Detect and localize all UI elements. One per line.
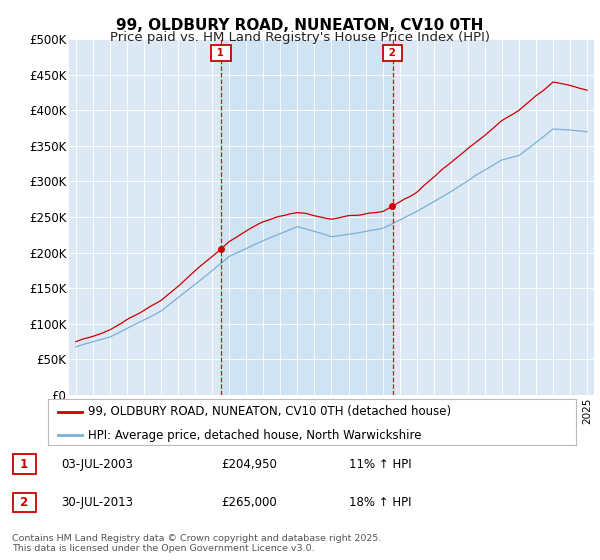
Text: 2: 2 — [385, 48, 400, 58]
Text: £204,950: £204,950 — [221, 458, 277, 470]
Text: 03-JUL-2003: 03-JUL-2003 — [61, 458, 133, 470]
Text: Price paid vs. HM Land Registry's House Price Index (HPI): Price paid vs. HM Land Registry's House … — [110, 31, 490, 44]
Text: 99, OLDBURY ROAD, NUNEATON, CV10 0TH: 99, OLDBURY ROAD, NUNEATON, CV10 0TH — [116, 18, 484, 33]
Text: £265,000: £265,000 — [221, 496, 277, 509]
Text: 11% ↑ HPI: 11% ↑ HPI — [349, 458, 412, 470]
Text: 18% ↑ HPI: 18% ↑ HPI — [349, 496, 412, 509]
Text: Contains HM Land Registry data © Crown copyright and database right 2025.
This d: Contains HM Land Registry data © Crown c… — [12, 534, 382, 553]
Text: 1: 1 — [214, 48, 228, 58]
Text: 99, OLDBURY ROAD, NUNEATON, CV10 0TH (detached house): 99, OLDBURY ROAD, NUNEATON, CV10 0TH (de… — [88, 405, 451, 418]
Text: HPI: Average price, detached house, North Warwickshire: HPI: Average price, detached house, Nort… — [88, 428, 421, 442]
Text: 1: 1 — [16, 458, 33, 470]
Bar — [221, 39, 392, 395]
Text: 30-JUL-2013: 30-JUL-2013 — [61, 496, 133, 509]
Text: 2: 2 — [16, 496, 33, 509]
